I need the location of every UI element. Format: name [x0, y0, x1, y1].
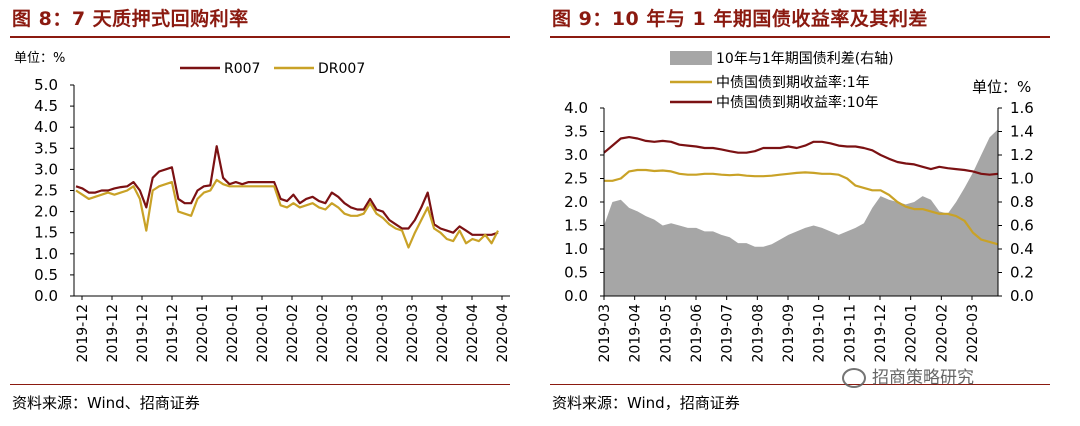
- x-tick-label: 2020-03: [345, 304, 361, 363]
- x-tick-label: 2019-12: [135, 304, 151, 363]
- x-tick-label: 2019-10: [812, 304, 828, 363]
- legend-label-r007: R007: [224, 61, 260, 77]
- y-tick-label: 4.5: [34, 97, 58, 115]
- y-tick-label: 3.5: [34, 139, 58, 157]
- figure-8-source: 资料来源：Wind、招商证券: [12, 394, 200, 412]
- treasury-yield-chart: 0.0 0.5 1.0 1.5 2.0 2.5 3.0 3.5 4.0 0.0 0.2 0.4 0.6 0…: [564, 51, 1034, 363]
- x-tick-label: 2020-03: [405, 304, 421, 363]
- figure-9-title-rule: [550, 36, 1050, 38]
- x-tick-label: 2019-12: [873, 304, 889, 363]
- y-tick-label: 5.0: [34, 76, 58, 94]
- x-tick-label: 2019-03: [597, 304, 613, 363]
- figure-8-panel: 图 8：7 天质押式回购利率 单位：% 0.0 0.5 1.0 1.5 2.0 2.5 3.0…: [0, 0, 520, 426]
- x-tick-label: 2020-01: [255, 304, 271, 363]
- right-y-tick-label: 0.2: [1010, 264, 1034, 282]
- y-tick-label: 0.5: [34, 266, 58, 284]
- legend-yield-1y-label: 中债国债到期收益率:1年: [716, 74, 870, 91]
- left-y-tick-label: 2.5: [564, 170, 588, 188]
- left-y-tick-label: 4.0: [564, 99, 588, 117]
- y-tick-label: 0.0: [34, 287, 58, 305]
- x-tick-label: 2020-04: [435, 304, 451, 363]
- figure-8-source-rule: [10, 384, 510, 385]
- right-y-tick-label: 1.2: [1010, 146, 1034, 164]
- right-y-tick-label: 1.4: [1010, 123, 1034, 141]
- y-tick-label: 2.5: [34, 182, 58, 200]
- right-y-tick-label: 0.0: [1010, 287, 1034, 305]
- y-tick-label: 1.5: [34, 224, 58, 242]
- x-tick-label: 2019-08: [750, 304, 766, 363]
- x-tick-label: 2020-03: [965, 304, 981, 363]
- yield-10y-line: [603, 135, 999, 176]
- x-tick-label: 2020-04: [465, 304, 481, 363]
- series-line-r007: [75, 145, 499, 236]
- legend-spread-swatch: [670, 51, 712, 65]
- x-tick-label: 2019-05: [658, 304, 674, 363]
- x-tick-label: 2019-12: [165, 304, 181, 363]
- left-y-tick-label: 0.0: [564, 287, 588, 305]
- x-tick-label: 2020-03: [375, 304, 391, 363]
- watermark: 招商策略研究: [842, 363, 974, 388]
- left-y-tick-label: 0.5: [564, 264, 588, 282]
- x-tick-label: 2019-11: [842, 304, 858, 363]
- x-tick-label: 2019-06: [689, 304, 705, 363]
- y-tick-label: 1.0: [34, 245, 58, 263]
- y-tick-label: 3.0: [34, 160, 58, 178]
- right-y-tick-label: 1.0: [1010, 170, 1034, 188]
- x-tick-label: 2019-07: [720, 304, 736, 363]
- figure-8-title: 图 8：7 天质押式回购利率: [12, 8, 249, 30]
- x-tick-label: 2020-01: [904, 304, 920, 363]
- wechat-icon: [842, 368, 866, 388]
- y-tick-label: 4.0: [34, 118, 58, 136]
- unit-label: 单位：%: [972, 78, 1031, 96]
- yield-1y-line: [604, 168, 999, 246]
- right-y-tick-label: 1.6: [1010, 99, 1034, 117]
- legend-spread-label: 10年与1年期国债利差(右轴): [716, 51, 894, 67]
- y-tick-label: 2.0: [34, 203, 58, 221]
- x-tick-label: 2020-04: [495, 304, 511, 363]
- figure-9-source: 资料来源：Wind，招商证券: [552, 394, 740, 412]
- legend-yield-10y-label: 中债国债到期收益率:10年: [716, 94, 879, 111]
- x-tick-label: 2020-01: [225, 304, 241, 363]
- series-line-dr007: [75, 178, 499, 249]
- figure-9-title: 图 9：10 年与 1 年期国债收益率及其利差: [552, 8, 928, 30]
- figure-8-title-rule: [10, 36, 510, 38]
- x-tick-label: 2020-02: [285, 304, 301, 363]
- right-y-tick-label: 0.8: [1010, 193, 1034, 211]
- right-y-tick-label: 0.4: [1010, 240, 1034, 258]
- x-tick-label: 2020-02: [934, 304, 950, 363]
- x-tick-label: 2020-01: [195, 304, 211, 363]
- x-tick-label: 2019-04: [628, 304, 644, 363]
- left-y-tick-label: 1.0: [564, 240, 588, 258]
- right-y-tick-label: 0.6: [1010, 217, 1034, 235]
- left-y-tick-label: 2.0: [564, 193, 588, 211]
- watermark-text: 招商策略研究: [872, 368, 974, 388]
- figure-9-source-rule: [550, 384, 1050, 385]
- x-tick-label: 2019-09: [781, 304, 797, 363]
- spread-area: [604, 129, 998, 296]
- x-tick-label: 2020-02: [315, 304, 331, 363]
- legend-label-dr007: DR007: [318, 61, 365, 77]
- unit-label: 单位：%: [14, 51, 65, 66]
- left-y-tick-label: 1.5: [564, 217, 588, 235]
- left-y-tick-label: 3.0: [564, 146, 588, 164]
- figure-9-panel: 图 9：10 年与 1 年期国债收益率及其利差 0.0 0.5 1.0 1.5 2.0 2…: [540, 0, 1060, 426]
- x-tick-label: 2019-12: [75, 304, 91, 363]
- left-y-tick-label: 3.5: [564, 123, 588, 141]
- repo-rate-chart: 单位：% 0.0 0.5 1.0 1.5 2.0 2.5 3.0 3.5 4.0 4.5 5.0 201…: [14, 51, 511, 363]
- x-tick-label: 2019-12: [105, 304, 121, 363]
